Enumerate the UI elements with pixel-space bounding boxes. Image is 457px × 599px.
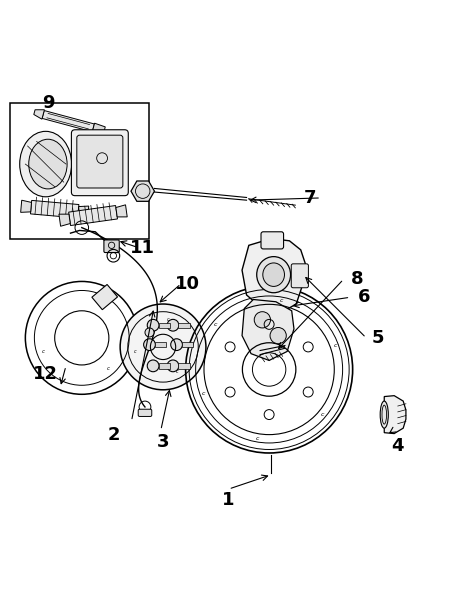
Text: c: c (333, 343, 337, 348)
Circle shape (145, 328, 154, 337)
Text: c: c (214, 322, 217, 327)
Bar (159, 363, 170, 368)
Bar (92, 285, 117, 310)
Polygon shape (59, 214, 70, 226)
Text: c: c (176, 368, 178, 374)
Text: c: c (42, 349, 45, 354)
Polygon shape (42, 111, 94, 132)
Text: c: c (202, 391, 205, 396)
Polygon shape (21, 200, 32, 213)
Bar (178, 363, 190, 368)
Text: c: c (101, 300, 104, 305)
Circle shape (254, 311, 271, 328)
Ellipse shape (257, 256, 291, 293)
Text: c: c (167, 317, 169, 322)
Text: 1: 1 (222, 491, 235, 509)
Text: 6: 6 (358, 288, 370, 306)
Text: 5: 5 (371, 329, 384, 347)
FancyBboxPatch shape (261, 232, 284, 249)
FancyBboxPatch shape (104, 240, 119, 253)
Circle shape (147, 360, 159, 372)
FancyBboxPatch shape (138, 409, 152, 416)
Text: 7: 7 (303, 189, 316, 207)
Circle shape (120, 304, 206, 390)
Polygon shape (31, 201, 79, 218)
Polygon shape (92, 123, 105, 135)
Polygon shape (69, 205, 117, 226)
Ellipse shape (380, 401, 388, 428)
Polygon shape (34, 110, 44, 119)
Text: 8: 8 (351, 270, 363, 288)
Circle shape (143, 339, 155, 350)
FancyBboxPatch shape (71, 130, 128, 196)
Polygon shape (242, 238, 305, 313)
Text: 11: 11 (130, 238, 155, 256)
Text: c: c (106, 367, 109, 371)
FancyBboxPatch shape (291, 264, 308, 288)
Polygon shape (125, 322, 161, 343)
Text: c: c (280, 298, 283, 303)
Text: 2: 2 (107, 426, 120, 444)
Text: c: c (255, 436, 259, 441)
Bar (159, 322, 170, 328)
Text: c: c (134, 349, 137, 354)
Polygon shape (384, 396, 406, 434)
Circle shape (147, 319, 159, 331)
Ellipse shape (20, 131, 72, 197)
Polygon shape (116, 205, 127, 217)
Text: 9: 9 (42, 94, 54, 112)
Text: 10: 10 (175, 275, 200, 293)
Ellipse shape (29, 139, 67, 189)
Ellipse shape (263, 263, 284, 286)
Polygon shape (78, 206, 89, 218)
Bar (182, 342, 193, 347)
Text: 4: 4 (392, 437, 404, 455)
Polygon shape (242, 300, 294, 361)
Bar (155, 342, 166, 347)
Text: 3: 3 (157, 432, 169, 450)
FancyBboxPatch shape (77, 135, 123, 188)
Circle shape (167, 360, 179, 372)
Text: 12: 12 (33, 365, 58, 383)
Circle shape (167, 319, 179, 331)
Bar (10, 103, 149, 238)
Circle shape (270, 328, 286, 344)
Text: c: c (321, 412, 324, 417)
Bar (178, 322, 190, 328)
Circle shape (171, 339, 182, 350)
